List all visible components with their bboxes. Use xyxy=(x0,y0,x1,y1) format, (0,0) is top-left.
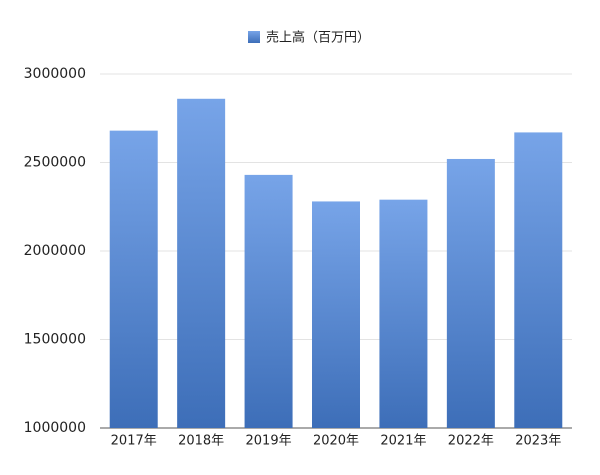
y-tick-label: 1000000 xyxy=(24,420,86,436)
y-tick-label: 1500000 xyxy=(24,332,86,348)
legend-label: 売上高（百万円） xyxy=(266,30,370,46)
x-tick-label: 2020年 xyxy=(313,434,359,449)
bar xyxy=(312,201,360,428)
x-tick-label: 2022年 xyxy=(448,434,494,449)
legend-swatch xyxy=(248,31,260,43)
bar xyxy=(446,158,495,428)
x-tick-label: 2021年 xyxy=(380,434,426,449)
y-tick-label: 2000000 xyxy=(24,243,86,259)
bar xyxy=(514,132,563,428)
y-tick-label: 2500000 xyxy=(24,155,86,171)
x-tick-label: 2018年 xyxy=(178,434,224,449)
bar xyxy=(244,174,293,428)
y-tick-label: 3000000 xyxy=(24,66,86,82)
bar xyxy=(109,130,158,428)
bar xyxy=(379,199,428,428)
bar xyxy=(177,98,226,428)
x-tick-label: 2019年 xyxy=(246,434,292,449)
x-tick-label: 2023年 xyxy=(515,434,561,449)
x-tick-label: 2017年 xyxy=(111,434,157,449)
